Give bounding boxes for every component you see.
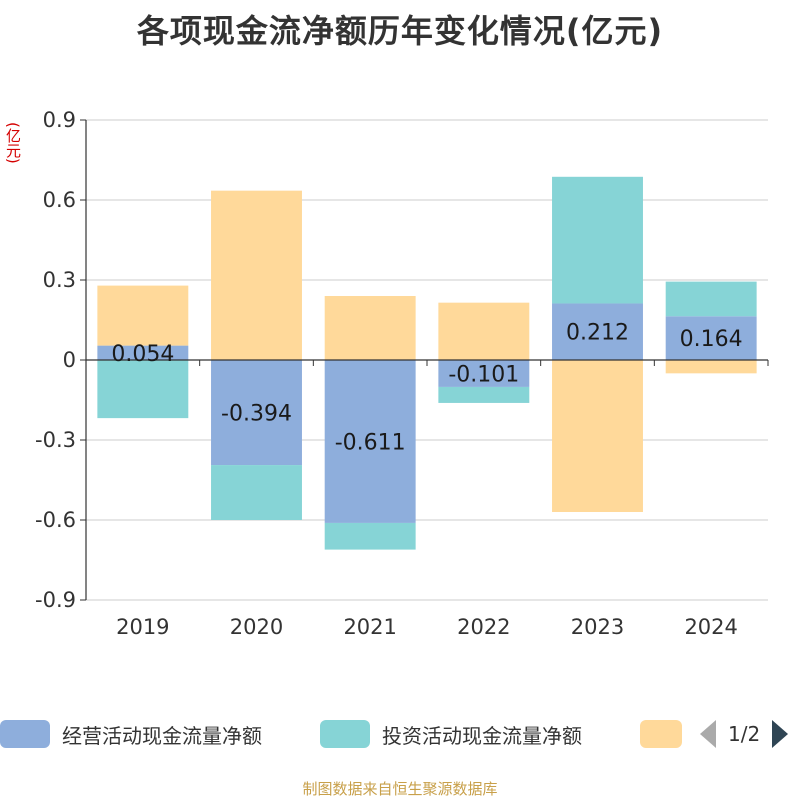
data-label: 0.212 [566,321,629,346]
bar-segment[interactable] [324,360,416,523]
bar-segment[interactable] [552,360,643,512]
y-tick-label: 0.9 [43,108,76,132]
x-tick-label: 2023 [571,615,624,639]
x-tick-label: 2020 [230,615,283,639]
legend-swatch-investing [320,720,370,748]
bar-segment[interactable] [211,465,302,520]
chart-plot: 0.9 0.6 0.3 0 -0.3 -0.6 -0.9 2019 2020 2021 2022 20… [35,108,769,639]
bar-segment[interactable] [665,281,757,317]
bar-segment[interactable] [438,302,530,360]
legend-item-third-series[interactable] [640,716,694,752]
bar-segment[interactable] [97,345,189,360]
bar-segment[interactable] [438,386,530,403]
chart-title: 各项现金流净额历年变化情况(亿元) [136,12,664,50]
data-source-footer: 制图数据来自恒生聚源数据库 [302,780,498,798]
y-tick-label: -0.9 [35,588,76,612]
legend-pager: 1/2 [700,716,789,752]
pager-prev-icon[interactable] [700,720,716,748]
bar-segment[interactable] [97,285,189,346]
pager-next-icon[interactable] [772,720,789,748]
y-tick-label: 0.3 [43,268,76,292]
data-label: -0.101 [448,362,519,387]
data-labels: 0.054 -0.394 -0.611 -0.101 0.212 0.164 [111,321,742,456]
bars [97,176,757,550]
data-label: 0.054 [111,342,174,367]
bar-segment[interactable] [552,303,643,360]
legend-item-operating[interactable]: 经营活动现金流量净额 [0,716,262,752]
bar-segment[interactable] [665,316,757,360]
legend: 经营活动现金流量净额 投资活动现金流量净额 1/2 [0,716,800,756]
legend-swatch-operating [0,720,50,748]
bar-segment[interactable] [552,176,643,304]
bar-segment[interactable] [97,360,189,419]
bar-segment[interactable] [324,522,416,550]
y-tick-label: -0.6 [35,508,76,532]
x-tick-label: 2024 [684,615,737,639]
y-tick-label: 0.6 [43,188,76,212]
x-tick-label: 2021 [343,615,396,639]
data-label: -0.611 [335,430,406,455]
bar-segment[interactable] [211,190,302,360]
x-tick-label: 2022 [457,615,510,639]
y-tick-label: 0 [63,348,76,372]
data-label: -0.394 [221,402,292,427]
y-tick-label: -0.3 [35,428,76,452]
bar-segment[interactable] [211,360,302,466]
legend-label-investing: 投资活动现金流量净额 [382,723,582,748]
legend-item-investing[interactable]: 投资活动现金流量净额 [320,716,582,752]
bar-segment[interactable] [438,360,530,387]
y-axis-unit-label: (亿元) [4,122,22,164]
x-tick-label: 2019 [116,615,169,639]
bar-segment[interactable] [665,360,757,374]
data-label: 0.164 [680,327,743,352]
legend-label-operating: 经营活动现金流量净额 [62,723,262,748]
legend-swatch-third-series [640,720,682,748]
bar-segment[interactable] [324,296,416,360]
axes: 0.9 0.6 0.3 0 -0.3 -0.6 -0.9 2019 2020 2021 2022 20… [35,108,769,639]
legend-page-indicator: 1/2 [728,722,761,746]
